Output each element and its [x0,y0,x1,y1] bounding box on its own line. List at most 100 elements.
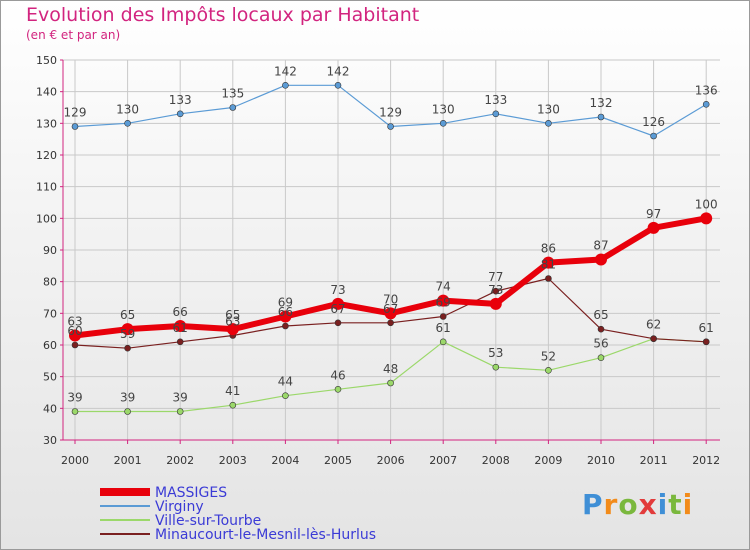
point-ville-sur-tourbe [387,379,394,387]
data-label-massiges: 74 [436,280,451,294]
data-label-minaucourt-le-mesnil-l-s-hurlus: 69 [436,296,451,310]
data-label-massiges: 100 [695,197,718,211]
data-label-ville-sur-tourbe: 56 [593,337,608,351]
point-minaucourt-le-mesnil-l-s-hurlus [387,319,394,327]
y-tick-label: 130 [36,117,57,130]
point-ville-sur-tourbe [334,386,342,393]
y-tick-label: 50 [43,371,57,384]
point-minaucourt-le-mesnil-l-s-hurlus [71,341,79,349]
point-virginy [439,120,447,127]
legend-label-ville-sur-tourbe: Ville-sur-Tourbe [155,513,261,529]
point-ville-sur-tourbe [229,401,237,409]
point-minaucourt-le-mesnil-l-s-hurlus [282,322,289,330]
data-label-virginy: 129 [379,106,402,120]
point-massiges [174,320,187,332]
point-ville-sur-tourbe [71,408,79,415]
data-label-virginy: 142 [327,64,350,78]
data-label-minaucourt-le-mesnil-l-s-hurlus: 67 [383,302,398,316]
point-virginy [492,110,500,118]
series-lines [69,82,713,415]
data-label-massiges: 97 [646,207,661,221]
point-virginy [702,101,710,108]
y-tick-label: 30 [43,434,57,447]
data-label-ville-sur-tourbe: 53 [488,346,503,360]
point-ville-sur-tourbe [597,354,605,361]
y-tick-label: 110 [36,181,57,194]
point-ville-sur-tourbe [439,338,447,346]
legend-label-minaucourt-le-mesnil-l-s-hurlus: Minaucourt-le-Mesnil-lès-Hurlus [155,527,376,543]
data-label-massiges: 65 [225,308,240,322]
point-minaucourt-le-mesnil-l-s-hurlus [650,335,657,342]
y-tick-label: 150 [36,54,57,67]
x-tick-label: 2009 [534,454,562,467]
data-label-minaucourt-le-mesnil-l-s-hurlus: 81 [541,258,556,272]
data-label-massiges: 86 [541,242,556,256]
data-label-massiges: 73 [330,283,345,297]
y-tick-label: 100 [36,212,57,225]
point-massiges [542,256,555,269]
data-label-massiges: 65 [120,308,135,322]
data-label-massiges: 87 [593,239,608,253]
y-tick-label: 140 [36,86,57,99]
point-minaucourt-le-mesnil-l-s-hurlus [597,325,605,333]
data-label-minaucourt-le-mesnil-l-s-hurlus: 59 [120,327,135,341]
point-virginy [229,104,237,111]
data-label-virginy: 136 [695,83,718,97]
point-ville-sur-tourbe [124,408,131,415]
grid [63,59,720,441]
point-ville-sur-tourbe [492,363,500,371]
point-virginy [282,82,289,89]
chart-title: Evolution des Impôts locaux par Habitant [26,4,420,26]
data-label-ville-sur-tourbe: 39 [67,391,82,405]
point-virginy [124,120,131,127]
data-label-massiges: 73 [488,283,503,297]
y-tick-label: 70 [43,307,57,320]
point-minaucourt-le-mesnil-l-s-hurlus [545,275,552,282]
data-label-virginy: 133 [169,93,192,107]
x-tick-label: 2012 [692,454,720,467]
point-minaucourt-le-mesnil-l-s-hurlus [334,319,342,327]
data-label-virginy: 130 [116,102,139,116]
x-tick-label: 2000 [61,454,89,467]
data-label-minaucourt-le-mesnil-l-s-hurlus: 61 [173,321,188,335]
y-tick-label: 120 [36,149,57,162]
data-label-virginy: 129 [64,106,87,120]
data-label-virginy: 133 [484,93,507,107]
point-massiges [332,297,344,310]
proxiti-logo: Proxiti [582,488,694,521]
point-minaucourt-le-mesnil-l-s-hurlus [124,344,131,352]
data-label-massiges: 63 [67,315,82,329]
data-label-minaucourt-le-mesnil-l-s-hurlus: 61 [699,321,714,335]
data-label-massiges: 70 [383,292,398,306]
x-tick-label: 2006 [377,454,405,467]
point-massiges [226,323,239,336]
data-label-minaucourt-le-mesnil-l-s-hurlus: 67 [330,302,345,316]
y-tick-label: 90 [43,244,57,257]
point-virginy [597,113,605,121]
point-minaucourt-le-mesnil-l-s-hurlus [439,313,447,320]
legend-label-massiges: MASSIGES [155,485,227,501]
point-massiges [121,323,134,336]
y-tick-label: 40 [43,402,57,415]
point-ville-sur-tourbe [176,408,184,415]
point-massiges [647,221,660,234]
point-virginy [545,120,552,127]
point-massiges [595,253,607,266]
point-virginy [334,82,342,89]
data-label-virginy: 132 [590,96,613,110]
data-label-ville-sur-tourbe: 52 [541,349,556,363]
point-ville-sur-tourbe [282,392,289,399]
point-ville-sur-tourbe [545,367,552,374]
point-virginy [176,110,184,118]
point-minaucourt-le-mesnil-l-s-hurlus [702,338,710,346]
x-tick-label: 2005 [324,454,352,467]
point-massiges [279,310,292,323]
data-label-massiges: 66 [173,305,188,319]
data-label-virginy: 142 [274,64,297,78]
data-label-massiges: 69 [278,296,293,310]
x-tick-label: 2001 [114,454,142,467]
x-tick-label: 2007 [429,454,457,467]
point-massiges [384,307,397,320]
